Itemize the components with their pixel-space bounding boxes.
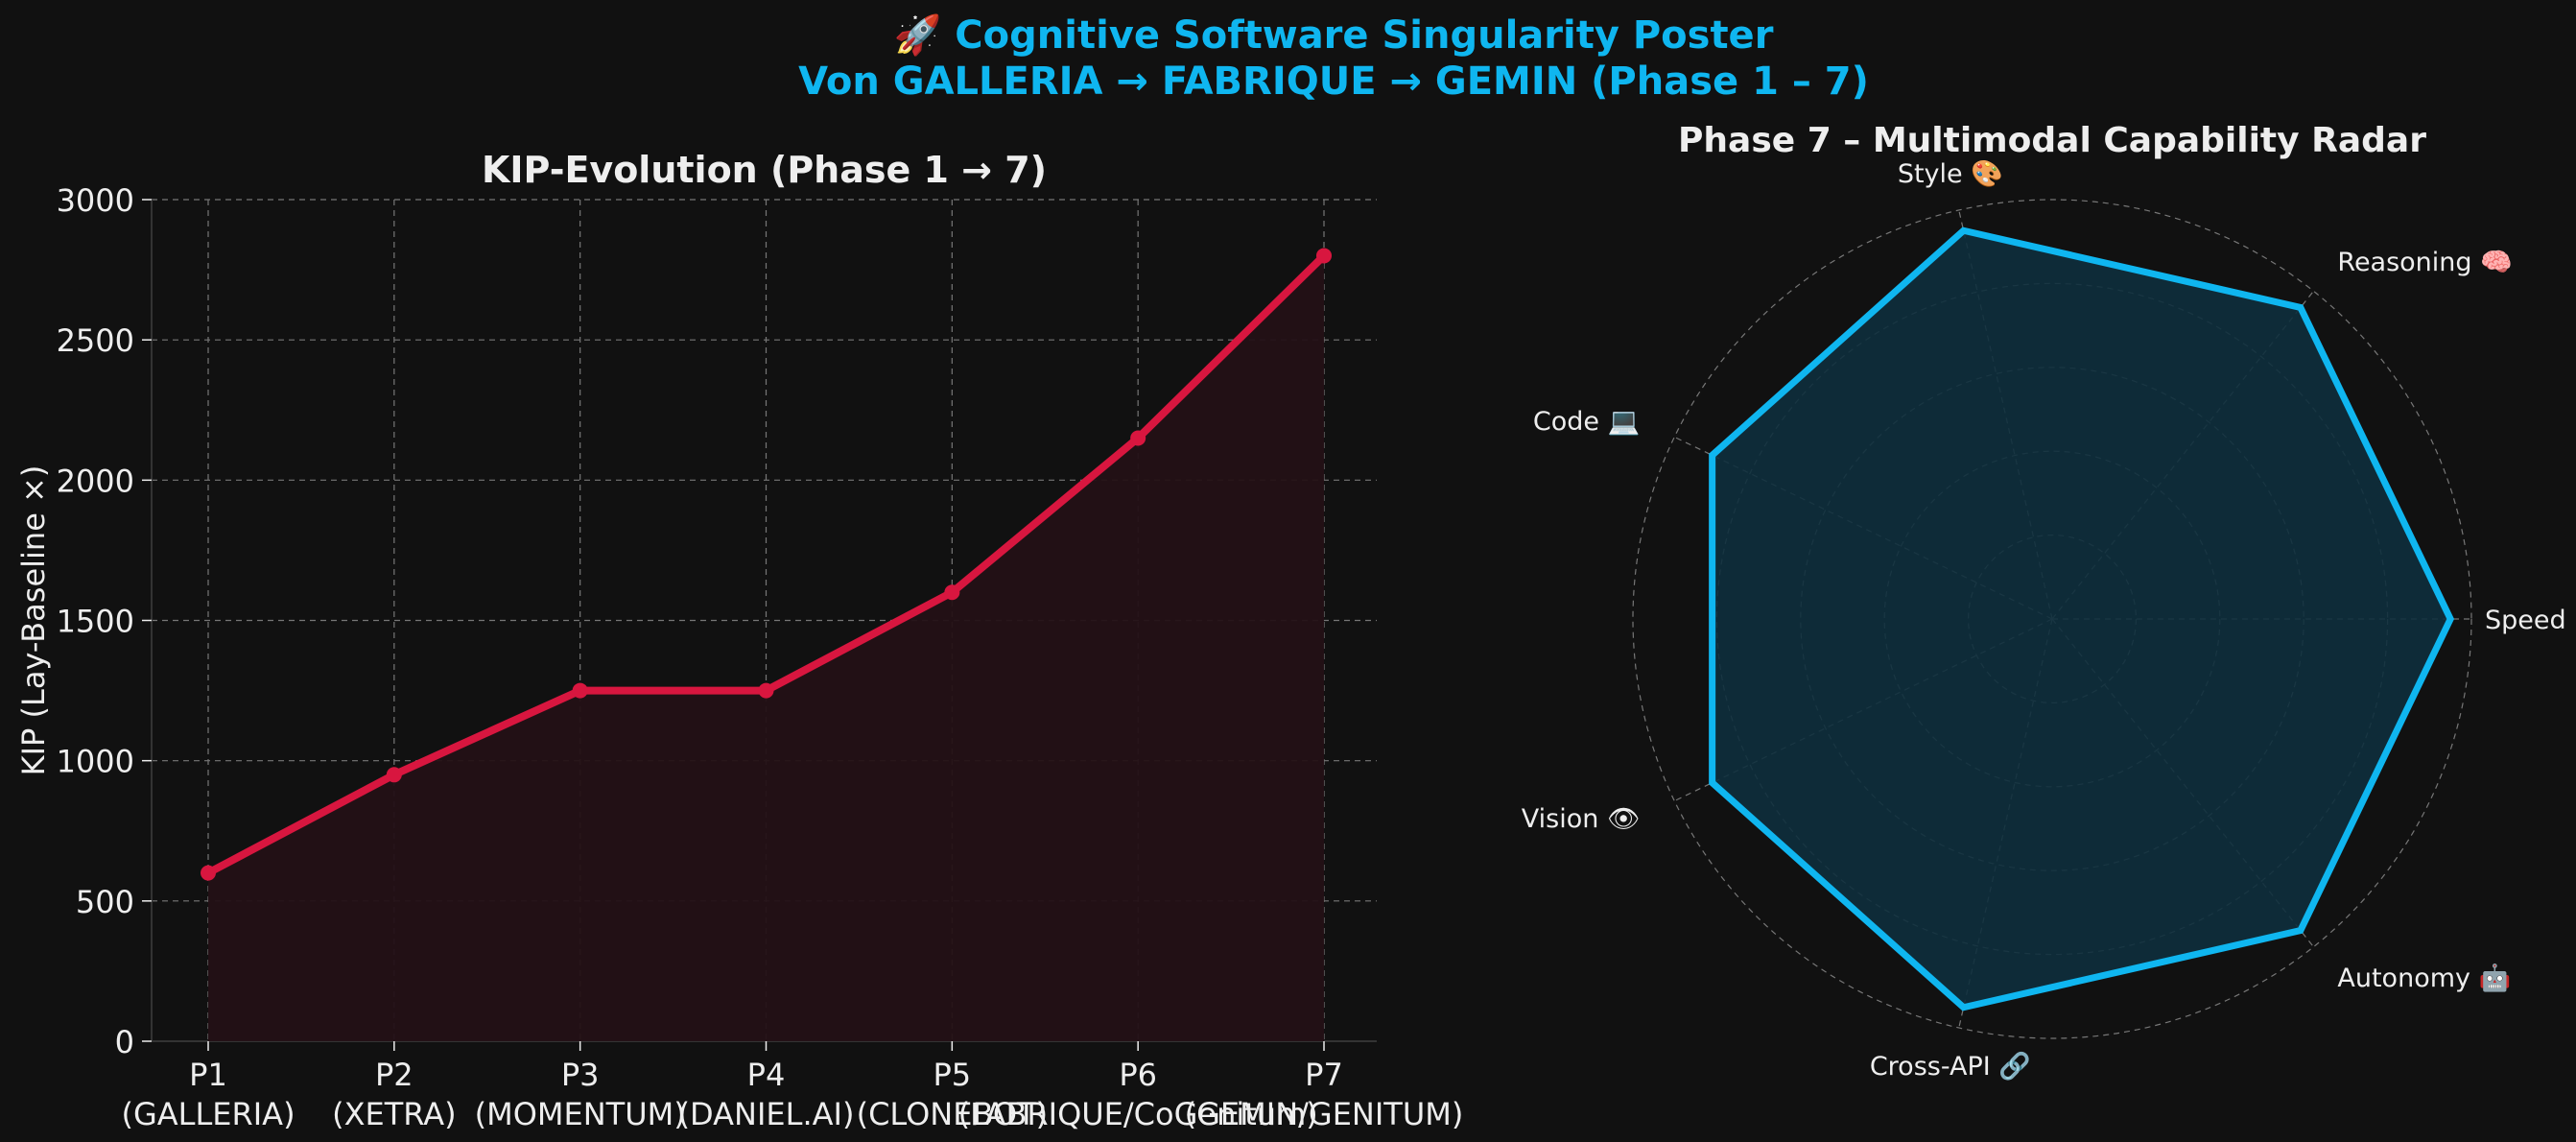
- x-tick-label: P4: [747, 1057, 786, 1093]
- x-tick-sublabel: (MOMENTUM): [475, 1096, 686, 1132]
- kip-data-point: [944, 584, 960, 601]
- radar-chart-title: Phase 7 – Multimodal Capability Radar: [1678, 121, 2426, 160]
- kip-evolution-chart: 0 500 1000 1500 2000 2500 3000 P1(GALLERIA) P2(X…: [15, 149, 1463, 1132]
- y-tick-label: 2500: [57, 322, 134, 359]
- kip-area-fill: [208, 255, 1324, 1041]
- poster-title-line2: Von GALLERIA → FABRIQUE → GEMIN (Phase 1…: [798, 59, 1869, 104]
- y-tick-label: 500: [76, 884, 134, 920]
- y-tick-label: 1000: [57, 744, 134, 780]
- y-axis-label: KIP (Lay-Baseline ×): [15, 465, 52, 776]
- kip-data-point: [572, 682, 588, 699]
- y-tick-label: 3000: [57, 182, 134, 219]
- radar-axis-label: Reasoning 🧠: [2337, 248, 2512, 277]
- line-chart-title: KIP-Evolution (Phase 1 → 7): [482, 149, 1047, 191]
- y-tick-label: 1500: [57, 604, 134, 640]
- kip-data-point: [1130, 430, 1146, 446]
- radar-axis-label: Vision 👁: [1522, 804, 1640, 834]
- radar-ring: [1632, 199, 2472, 1039]
- x-tick-label: P2: [375, 1057, 414, 1093]
- x-tick-label: P5: [934, 1057, 972, 1093]
- x-tick-sublabel: (DANIEL.AI): [678, 1096, 855, 1132]
- x-tick-label: P3: [561, 1057, 600, 1093]
- kip-data-point: [386, 767, 402, 783]
- x-tick-sublabel: (FABRIQUE/CoGenitum): [958, 1096, 1318, 1132]
- radar-axis-label: Speed ⚡: [2485, 606, 2576, 635]
- y-tick-label: 0: [115, 1024, 134, 1060]
- x-tick-sublabel: (GALLERIA): [121, 1096, 295, 1132]
- kip-data-point: [1316, 248, 1332, 264]
- x-tick-sublabel: (CLONEBOT): [857, 1096, 1048, 1132]
- capability-radar-chart: Speed ⚡ Reasoning 🧠 Style 🎨 Code 💻 Vision 👁 C…: [1522, 121, 2576, 1082]
- kip-data-point: [758, 682, 774, 699]
- poster-title-line1: 🚀 Cognitive Software Singularity Poster: [894, 12, 1774, 58]
- radar-series-outline: [1709, 226, 2455, 1011]
- x-tick-label: P1: [189, 1057, 227, 1093]
- y-tick-label: 2000: [57, 463, 134, 499]
- x-tick-label: P6: [1119, 1057, 1157, 1093]
- radar-axis-label: Style 🎨: [1898, 157, 2003, 189]
- x-tick-sublabel: (XETRA): [332, 1096, 456, 1132]
- radar-axis-label: Code 💻: [1533, 407, 1640, 437]
- radar-area-fill: [1712, 230, 2451, 1008]
- x-tick-sublabel: (GEMIN/GENITUM): [1185, 1096, 1464, 1132]
- radar-axis-label: Autonomy 🤖: [2337, 963, 2511, 993]
- radar-axis-label: Cross-API 🔗: [1870, 1050, 2031, 1082]
- kip-data-point: [201, 865, 216, 881]
- x-tick-label: P7: [1305, 1057, 1343, 1093]
